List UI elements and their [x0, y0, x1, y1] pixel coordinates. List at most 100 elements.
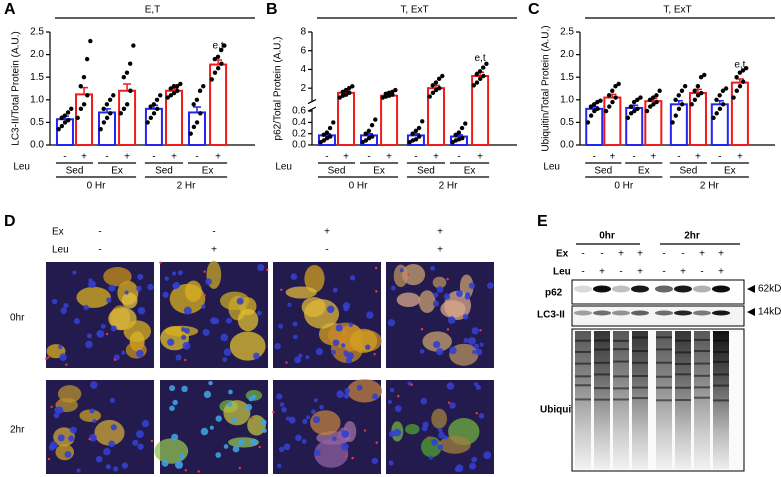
nucleus: [183, 306, 192, 315]
nucleus: [208, 380, 213, 386]
nucleus: [467, 337, 476, 346]
data-point: [591, 102, 597, 107]
axis-break: [307, 99, 317, 105]
data-point: [78, 106, 84, 112]
nucleus: [167, 338, 175, 346]
data-point: [413, 128, 419, 134]
data-point: [481, 73, 486, 79]
data-point: [340, 89, 345, 95]
data-point: [595, 106, 600, 112]
data-point: [695, 84, 701, 89]
nucleus: [108, 440, 116, 448]
nucleus: [294, 356, 302, 364]
x-tick-label: +: [650, 152, 656, 163]
ex-sign: +: [718, 249, 724, 260]
data-point: [717, 93, 722, 98]
y-tick-label: 6: [300, 45, 306, 56]
nucleus: [124, 290, 129, 295]
cell: [121, 292, 138, 309]
smear-band: [632, 374, 648, 377]
data-point: [369, 123, 375, 128]
x-tick-label: -: [195, 152, 198, 163]
nucleus: [313, 398, 318, 403]
nucleus: [238, 439, 245, 446]
time-label: 0 Hr: [349, 181, 369, 192]
nucleus: [89, 434, 97, 442]
smear-band: [656, 399, 672, 402]
time-label: 0hr: [599, 231, 615, 242]
speck: [373, 352, 376, 356]
band: [593, 285, 611, 293]
y-tick-label: 0.6: [292, 106, 306, 117]
smear-band: [713, 373, 729, 376]
smear-band: [575, 350, 591, 353]
x-label: Leu: [275, 162, 292, 173]
data-point: [695, 93, 701, 98]
nucleus: [213, 318, 220, 325]
nucleus: [236, 297, 244, 305]
nucleus: [365, 344, 371, 350]
data-point: [638, 95, 643, 100]
cell: [431, 408, 448, 429]
panel-letter: C: [528, 1, 540, 18]
nucleus: [340, 442, 349, 451]
speck: [184, 358, 187, 362]
nucleus: [121, 350, 126, 355]
data-point: [740, 68, 746, 73]
nucleus: [332, 287, 338, 293]
data-point: [59, 115, 64, 121]
data-point: [155, 106, 160, 112]
y-tick-label: 0.5: [30, 117, 44, 128]
nucleus: [356, 384, 363, 391]
nucleus: [88, 278, 93, 283]
smear-band: [613, 339, 629, 342]
band: [631, 310, 649, 316]
nucleus: [279, 402, 285, 407]
smear: [694, 331, 710, 469]
data-point: [588, 113, 594, 118]
data-point: [692, 97, 698, 103]
y-tick-label: 0.2: [292, 128, 306, 139]
panel-letter: D: [4, 213, 16, 230]
data-point: [616, 81, 621, 87]
nucleus: [438, 431, 445, 439]
nucleus: [343, 393, 350, 399]
y-tick-label: 1.0: [30, 94, 44, 105]
nucleus: [53, 412, 60, 419]
data-point: [88, 38, 93, 44]
speck: [280, 288, 283, 291]
nucleus: [447, 316, 456, 325]
cell: [169, 283, 206, 314]
nucleus: [51, 298, 58, 305]
nucleus: [112, 466, 119, 472]
nucleus: [136, 349, 144, 358]
cell: [401, 263, 426, 286]
smear-band: [632, 397, 648, 400]
data-point: [460, 136, 465, 141]
smear-band: [575, 384, 591, 387]
nucleus: [454, 466, 460, 472]
data-point: [689, 102, 694, 107]
nucleus: [326, 305, 335, 314]
cell: [304, 264, 325, 293]
data-point: [124, 102, 130, 107]
band: [574, 310, 592, 316]
x-tick-label: +: [695, 152, 701, 163]
data-point: [324, 130, 330, 135]
nucleus: [89, 408, 95, 414]
smear-band: [656, 336, 672, 339]
data-point: [191, 124, 197, 130]
smear-band: [575, 398, 591, 401]
bar: [688, 92, 707, 146]
leu-sign: +: [437, 245, 443, 256]
cell: [247, 415, 266, 436]
data-point: [194, 120, 200, 125]
data-point: [676, 93, 681, 98]
smear-band: [632, 386, 648, 389]
cell: [347, 379, 383, 403]
nucleus: [169, 385, 176, 392]
data-point: [145, 120, 150, 125]
cell: [440, 300, 466, 318]
x-tick-label: -: [367, 152, 370, 163]
x-tick-label: -: [152, 152, 155, 163]
